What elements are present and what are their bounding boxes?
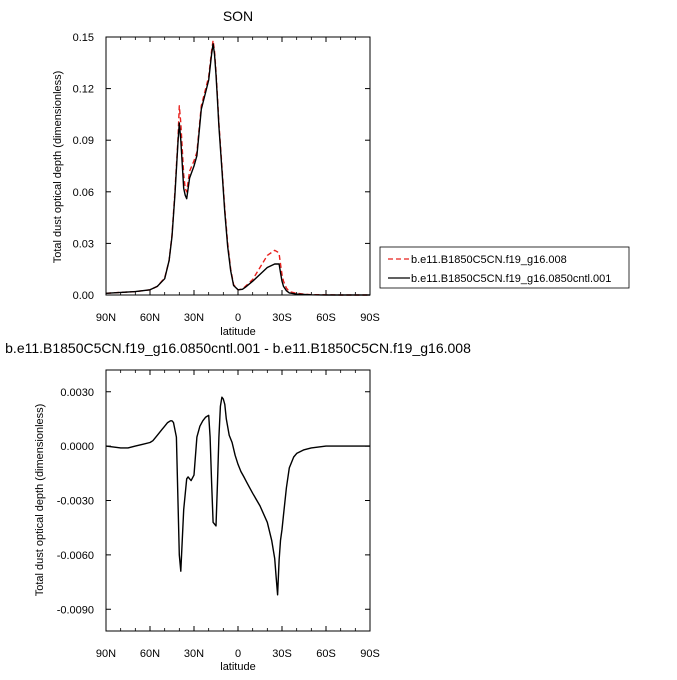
- bottom-ytick-label: 0.0030: [60, 387, 94, 399]
- top-series: [105, 39, 370, 296]
- top-ytick-label: 0.12: [73, 84, 94, 96]
- top-plot-frame: [105, 36, 371, 296]
- top-ytick-label: 0.00: [73, 290, 94, 302]
- top-xtick-label: 30S: [272, 312, 292, 324]
- bottom-plot-frame: [105, 369, 371, 632]
- bottom-series: [105, 396, 370, 596]
- legend-label-series-2: b.e11.B1850C5CN.f19_g16.0850cntl.001: [411, 273, 611, 285]
- bottom-ylabel: Total dust optical depth (dimensionless): [34, 404, 46, 597]
- top-panel: SON Total dust optical depth (dimensionl…: [52, 8, 630, 338]
- bottom-ytick-label: -0.0030: [57, 496, 94, 508]
- bottom-xtick-label: 30N: [184, 648, 204, 660]
- bottom-xtick-label: 90N: [96, 648, 116, 660]
- bottom-ytick-label: 0.0000: [60, 441, 94, 453]
- bottom-xtick-label: 60S: [316, 648, 336, 660]
- bottom-xtick-label: 30S: [272, 648, 292, 660]
- bottom-ticks: 90N 60N 30N 0 30S 60S 90S -0.0090 -0.0060 -0.0030…: [57, 370, 380, 660]
- top-xtick-label: 90N: [96, 312, 116, 324]
- top-ylabel: Total dust optical depth (dimensionless): [52, 71, 64, 264]
- top-legend: b.e11.B1850C5CN.f19_g16.008 b.e11.B1850C…: [379, 246, 630, 289]
- top-xtick-label: 60S: [316, 312, 336, 324]
- top-title: SON: [223, 8, 253, 24]
- bottom-xtick-label: 90S: [360, 648, 380, 660]
- top-xtick-label: 90S: [360, 312, 380, 324]
- top-xtick-label: 30N: [184, 312, 204, 324]
- top-xlabel: latitude: [220, 326, 255, 338]
- top-ticks: 90N 60N 30N 0 30S 60S 90S 0.00 0.03 0.06 0.09 0.12 0…: [73, 32, 380, 324]
- top-ytick-label: 0.06: [73, 187, 94, 199]
- legend-label-series-1: b.e11.B1850C5CN.f19_g16.008: [411, 254, 567, 266]
- bottom-title: b.e11.B1850C5CN.f19_g16.0850cntl.001 - b…: [5, 340, 471, 356]
- top-xtick-label: 60N: [140, 312, 160, 324]
- top-xtick-label: 0: [235, 312, 241, 324]
- bottom-series-line-1: [105, 396, 370, 596]
- bottom-ytick-label: -0.0090: [57, 604, 94, 616]
- top-ytick-label: 0.03: [73, 238, 94, 250]
- bottom-xtick-label: 0: [235, 648, 241, 660]
- legend-box: [379, 246, 630, 289]
- bottom-xtick-label: 60N: [140, 648, 160, 660]
- bottom-ytick-label: -0.0060: [57, 550, 94, 562]
- top-ytick-label: 0.15: [73, 32, 94, 44]
- top-series-line-1: [105, 39, 370, 296]
- top-series-line-2: [105, 43, 370, 296]
- bottom-xlabel: latitude: [220, 661, 255, 673]
- top-ytick-label: 0.09: [73, 135, 94, 147]
- bottom-panel: b.e11.B1850C5CN.f19_g16.0850cntl.001 - b…: [5, 340, 471, 673]
